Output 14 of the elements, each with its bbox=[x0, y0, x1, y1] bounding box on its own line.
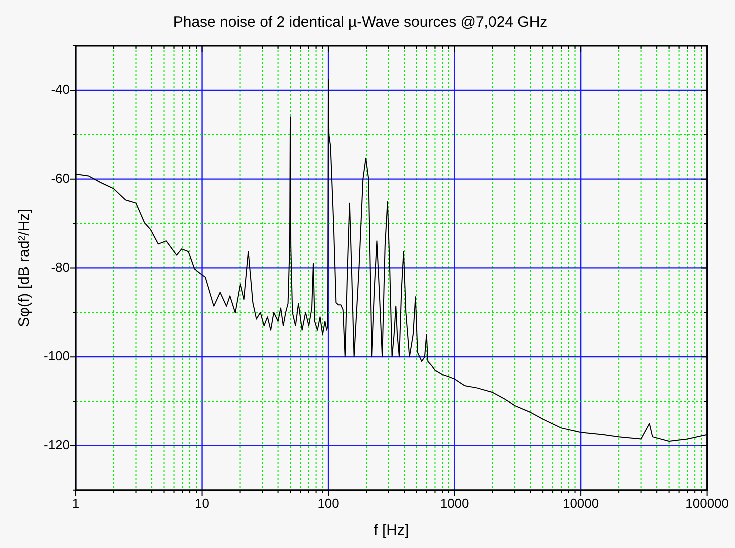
x-tick-label: 1 bbox=[72, 496, 80, 511]
x-tick-label: 100000 bbox=[686, 496, 730, 511]
y-tick-label: -40 bbox=[51, 82, 70, 98]
x-tick-label: 1000 bbox=[440, 496, 470, 511]
y-tick-label: -100 bbox=[44, 348, 70, 364]
y-tick-label: -120 bbox=[44, 438, 70, 453]
y-tick-label: -80 bbox=[51, 260, 70, 275]
x-tick-label: 10 bbox=[195, 496, 210, 511]
chart-title: Phase noise of 2 identical µ-Wave sources @7,024 GHz bbox=[173, 14, 548, 32]
x-axis-title: f [Hz] bbox=[374, 522, 410, 540]
y-tick-label: -60 bbox=[51, 170, 70, 186]
y-axis-title: Sφ(f) [dB rad²/Hz] bbox=[16, 209, 34, 328]
x-tick-label: 10000 bbox=[562, 496, 600, 511]
x-tick-label: 100 bbox=[318, 496, 340, 511]
